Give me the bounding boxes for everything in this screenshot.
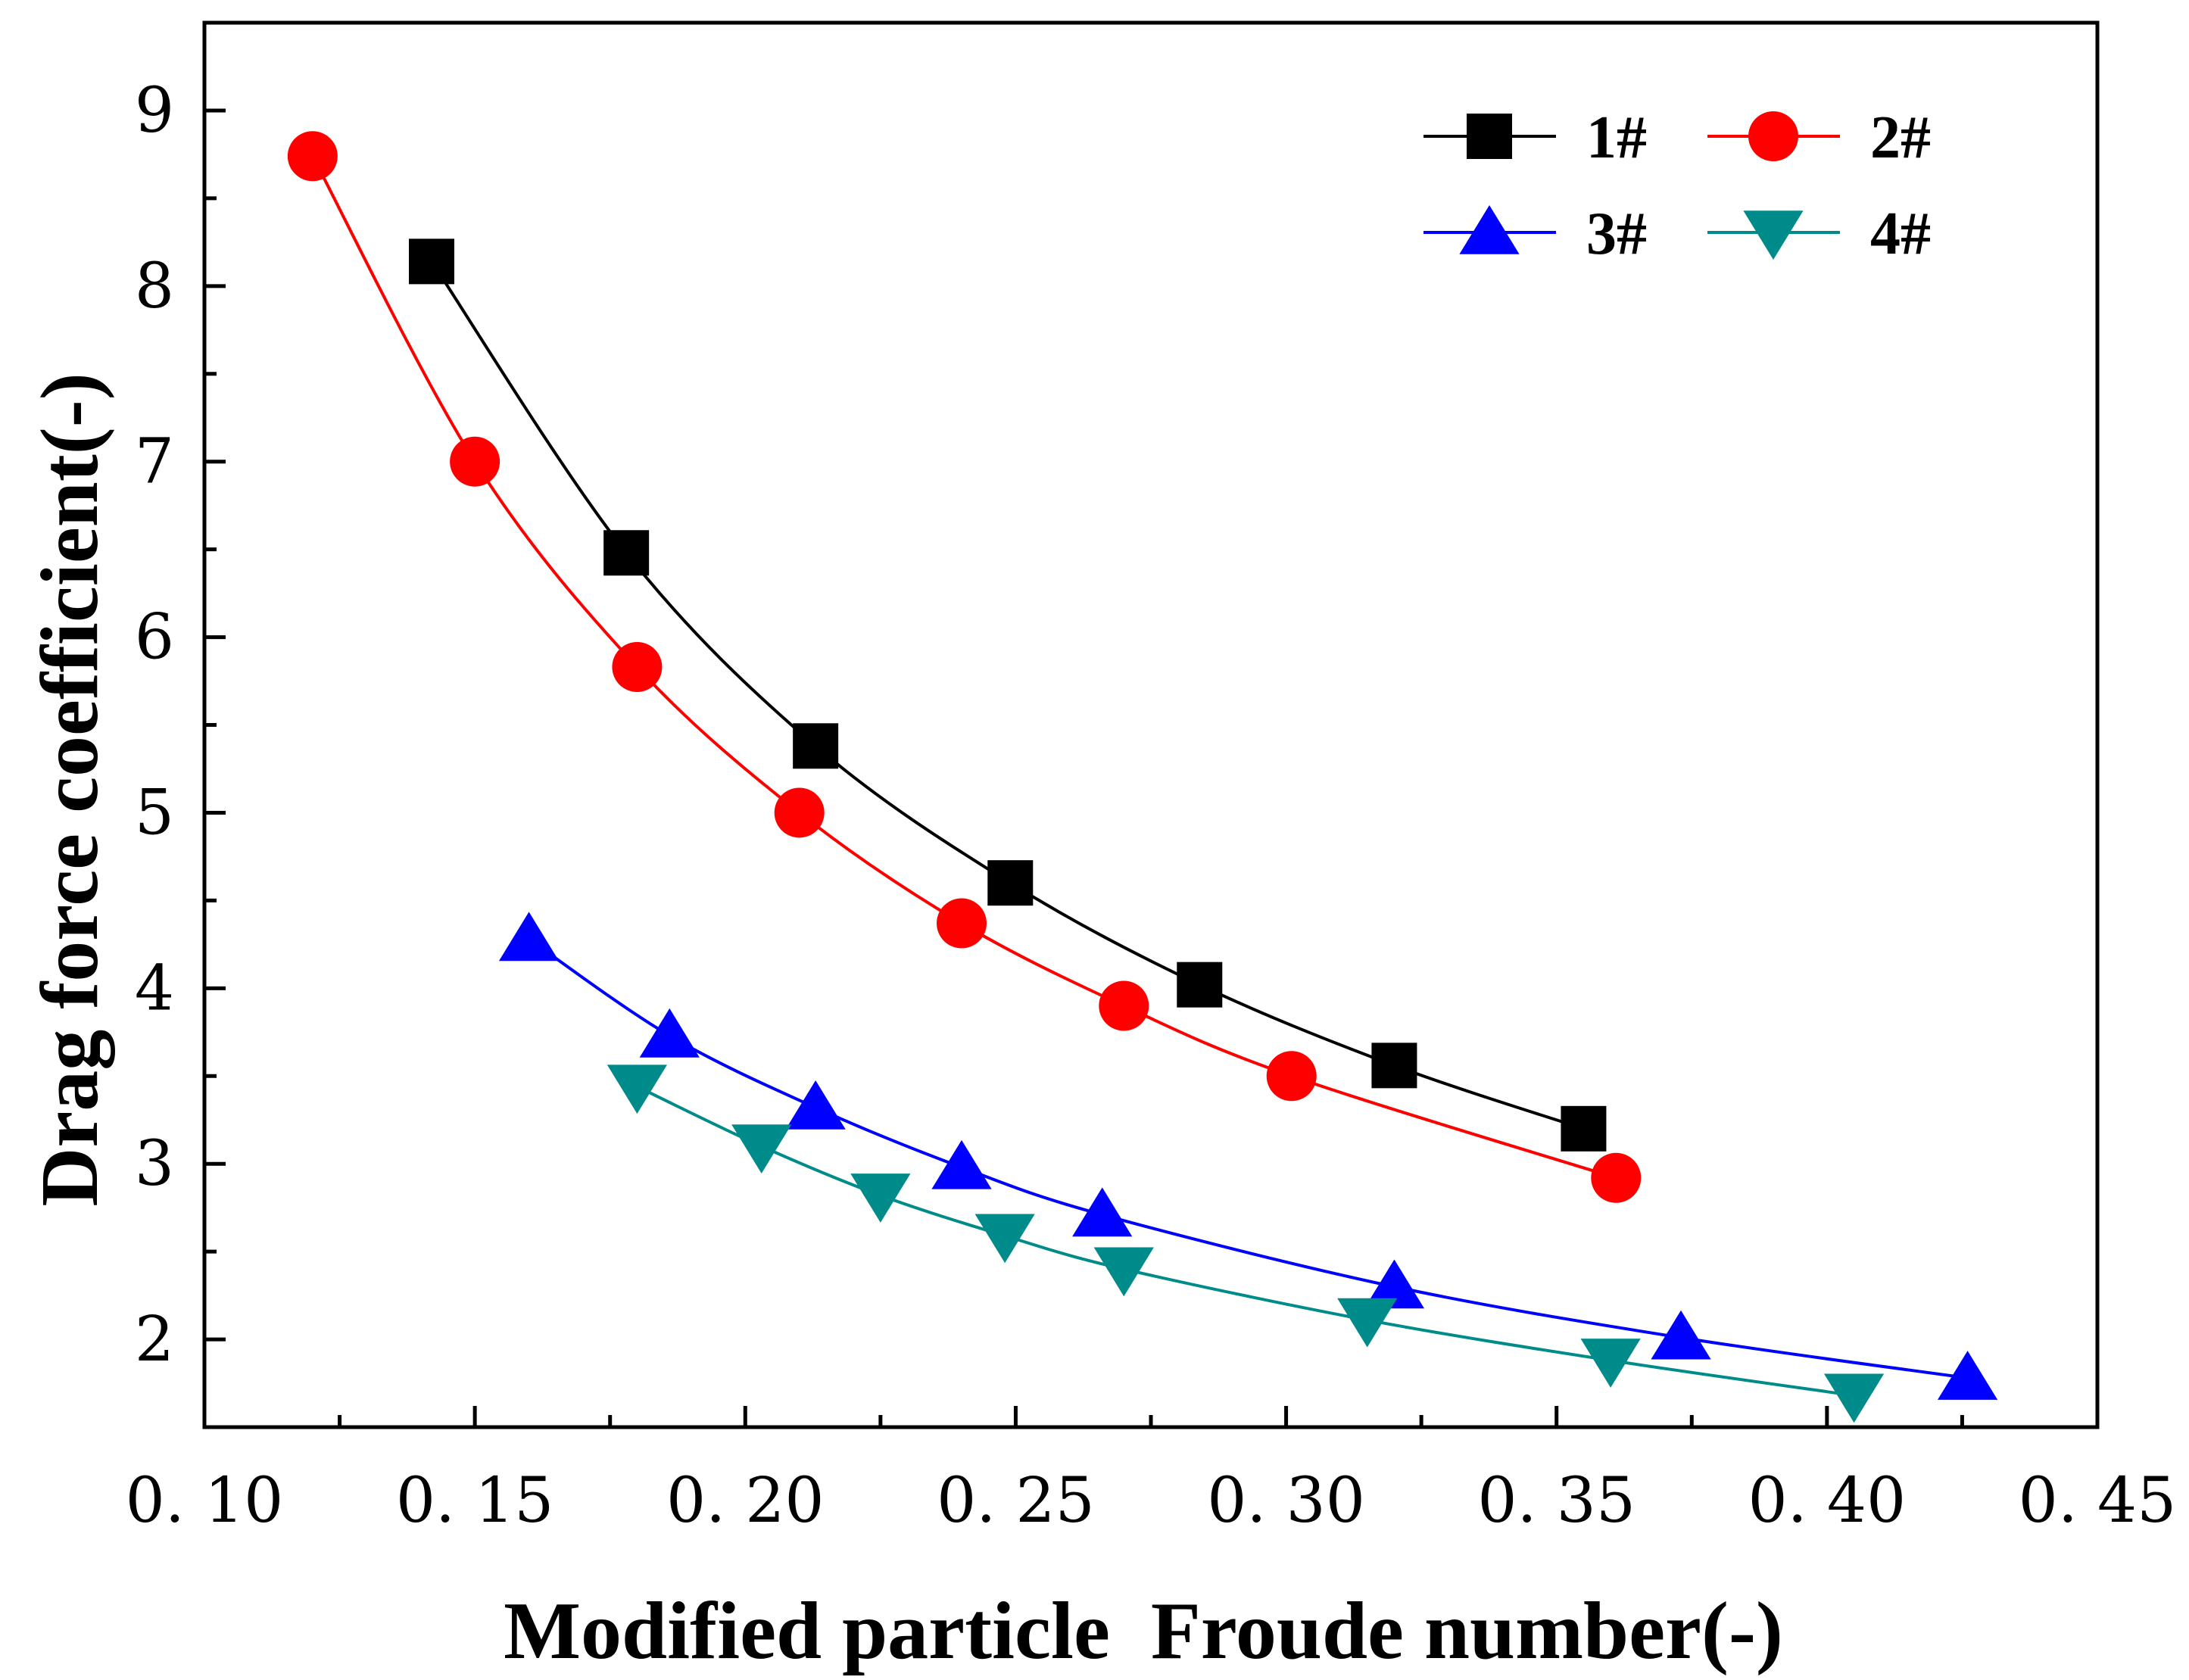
series-1-point — [1561, 1105, 1607, 1152]
series-1-point — [987, 860, 1034, 906]
series-2-point — [612, 641, 663, 692]
legend-item-2: 2# — [1707, 104, 1931, 171]
y-tick-label: 4 — [135, 952, 174, 1024]
series-2-point — [1099, 980, 1149, 1031]
y-tick-label: 5 — [135, 777, 174, 849]
y-tick-label: 9 — [135, 75, 174, 147]
y-tick-label: 6 — [135, 602, 174, 674]
legend-label: 1# — [1586, 104, 1647, 171]
x-tick-label: 0. 25 — [937, 1465, 1095, 1537]
y-axis-title: Drag force coefficient(-) — [25, 372, 115, 1206]
legend-item-3: 3# — [1423, 201, 1647, 267]
series-3-line — [528, 937, 1968, 1380]
series-3-point — [785, 1080, 846, 1130]
series-2-point — [937, 898, 987, 949]
series-4-point — [731, 1124, 792, 1174]
series-3-point — [1072, 1187, 1133, 1237]
legend-marker — [1748, 111, 1798, 161]
series-4-point — [1823, 1373, 1885, 1423]
x-axis-title: Modified particle Froude number(-) — [504, 1586, 1783, 1676]
series-2-point — [450, 436, 500, 487]
y-tick-label: 8 — [135, 251, 174, 323]
series-1-point — [793, 723, 839, 769]
y-tick-label: 3 — [135, 1128, 174, 1200]
series-2-point — [1591, 1152, 1642, 1203]
series-4-point — [1580, 1339, 1641, 1388]
series-layer — [287, 131, 1998, 1423]
x-tick-label: 0. 15 — [396, 1465, 554, 1537]
series-3-point — [639, 1008, 700, 1058]
series-2 — [287, 131, 1642, 1203]
series-1-point — [1177, 962, 1223, 1008]
legend-label: 2# — [1870, 104, 1931, 171]
series-3-point — [1651, 1310, 1711, 1360]
series-3-point — [1937, 1351, 1998, 1400]
axis-ticks: 0. 10 0. 15 0. 20 0. 25 0. 30 0. 35 0. 40 0. 45… — [126, 75, 2177, 1537]
legend-item-4: 4# — [1707, 201, 1931, 267]
x-tick-label: 0. 35 — [1477, 1465, 1636, 1537]
legend-item-1: 1# — [1423, 104, 1647, 171]
series-3-point — [498, 912, 560, 962]
legend-label: 3# — [1586, 201, 1647, 267]
series-4-point — [1337, 1298, 1398, 1348]
legend-marker — [1467, 114, 1512, 159]
series-4-point — [974, 1214, 1035, 1264]
legend-marker — [1459, 205, 1520, 254]
x-tick-label: 0. 40 — [1748, 1465, 1907, 1537]
y-tick-label: 7 — [135, 426, 174, 498]
series-3-point — [931, 1139, 992, 1189]
series-4-point — [606, 1064, 668, 1114]
series-1 — [409, 238, 1607, 1152]
y-tick-label: 2 — [135, 1304, 174, 1376]
series-4-point — [1093, 1247, 1154, 1297]
series-1-point — [1371, 1043, 1417, 1089]
x-tick-label: 0. 20 — [666, 1465, 825, 1537]
series-2-point — [774, 787, 825, 838]
legend-marker — [1743, 210, 1804, 260]
series-3-point — [1364, 1259, 1425, 1309]
legend: 1# 2# 3# 4# — [1423, 104, 1931, 267]
series-4-point — [850, 1174, 911, 1223]
series-3 — [498, 912, 1998, 1400]
series-2-line — [311, 155, 1617, 1180]
series-1-point — [603, 530, 650, 576]
series-1-line — [430, 260, 1585, 1130]
x-tick-label: 0. 10 — [126, 1465, 284, 1537]
series-2-point — [287, 131, 338, 182]
x-tick-label: 0. 30 — [1207, 1465, 1365, 1537]
series-2-point — [1266, 1051, 1317, 1102]
legend-label: 4# — [1870, 201, 1931, 267]
x-tick-label: 0. 45 — [2019, 1465, 2177, 1537]
series-4 — [606, 1064, 1885, 1423]
series-1-point — [409, 238, 454, 285]
